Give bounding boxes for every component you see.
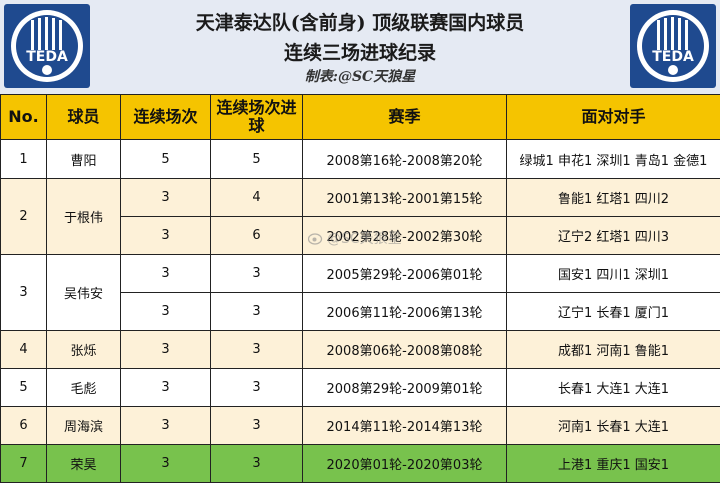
col-header-goals-label: 连续场次进球 (216, 98, 296, 135)
cell-season: 2001第13轮-2001第15轮 (303, 179, 507, 217)
page-subtitle: 连续三场进球纪录 (0, 38, 720, 65)
cell-goals: 3 (211, 293, 303, 331)
cell-goals: 3 (211, 407, 303, 445)
cell-no: 3 (1, 255, 47, 331)
table-row: 4 张烁 3 3 2008第06轮-2008第08轮 成都1 河南1 鲁能1 (1, 331, 720, 369)
cell-season: 2006第11轮-2006第13轮 (303, 293, 507, 331)
cell-no: 2 (1, 179, 47, 255)
cell-goals: 3 (211, 445, 303, 483)
records-table: No. 球员 连续场次 连续场次进球 赛季 面对对手 1 曹阳 5 5 2008… (0, 94, 720, 483)
col-header-matches: 连续场次 (121, 95, 211, 140)
table-row: 1 曹阳 5 5 2008第16轮-2008第20轮 绿城1 申花1 深圳1 青… (1, 140, 720, 179)
cell-player: 周海滨 (47, 407, 121, 445)
cell-opponents: 鲁能1 红塔1 四川2 (507, 179, 720, 217)
cell-goals: 5 (211, 140, 303, 179)
table-header-row: No. 球员 连续场次 连续场次进球 赛季 面对对手 (1, 95, 720, 140)
col-header-opponents: 面对对手 (507, 95, 720, 140)
table-row: 5 毛彪 3 3 2008第29轮-2009第01轮 长春1 大连1 大连1 (1, 369, 720, 407)
cell-player: 张烁 (47, 331, 121, 369)
cell-goals: 6 (211, 217, 303, 255)
cell-matches: 3 (121, 255, 211, 293)
cell-season: 2008第16轮-2008第20轮 (303, 140, 507, 179)
cell-matches: 3 (121, 407, 211, 445)
cell-goals: 4 (211, 179, 303, 217)
cell-opponents: 国安1 四川1 深圳1 (507, 255, 720, 293)
cell-matches: 3 (121, 293, 211, 331)
cell-matches: 5 (121, 140, 211, 179)
cell-opponents: 辽宁2 红塔1 四川3 (507, 217, 720, 255)
svg-text:TEDA: TEDA (652, 49, 694, 65)
page-title: 天津泰达队(含前身) 顶级联赛国内球员 (0, 8, 720, 35)
table-row: 3 吴伟安 3 3 2005第29轮-2006第01轮 国安1 四川1 深圳1 (1, 255, 720, 293)
cell-player: 荣昊 (47, 445, 121, 483)
cell-season: 2002第28轮-2002第30轮 (303, 217, 507, 255)
cell-season: 2020第01轮-2020第03轮 (303, 445, 507, 483)
table-row: 7 荣昊 3 3 2020第01轮-2020第03轮 上港1 重庆1 国安1 (1, 445, 720, 483)
header: TEDA 天津泰达队(含前身) 顶级联赛国内球员 连续三场进球纪录 制表:@SC… (0, 0, 720, 94)
teda-crest-icon: TEDA (633, 6, 713, 86)
cell-no: 6 (1, 407, 47, 445)
cell-opponents: 成都1 河南1 鲁能1 (507, 331, 720, 369)
cell-opponents: 长春1 大连1 大连1 (507, 369, 720, 407)
cell-matches: 3 (121, 331, 211, 369)
col-header-no: No. (1, 95, 47, 140)
cell-matches: 3 (121, 445, 211, 483)
cell-no: 4 (1, 331, 47, 369)
cell-no: 1 (1, 140, 47, 179)
cell-matches: 3 (121, 179, 211, 217)
col-header-season: 赛季 (303, 95, 507, 140)
cell-season: 2008第29轮-2009第01轮 (303, 369, 507, 407)
cell-player: 曹阳 (47, 140, 121, 179)
cell-opponents: 河南1 长春1 大连1 (507, 407, 720, 445)
cell-goals: 3 (211, 255, 303, 293)
cell-goals: 3 (211, 369, 303, 407)
cell-no: 7 (1, 445, 47, 483)
credit-line: 制表:@SC天狼星 (0, 66, 720, 86)
cell-season: 2008第06轮-2008第08轮 (303, 331, 507, 369)
team-logo-right: TEDA (630, 4, 716, 88)
cell-opponents: 辽宁1 长春1 厦门1 (507, 293, 720, 331)
table-row: 2 于根伟 3 4 2001第13轮-2001第15轮 鲁能1 红塔1 四川2 (1, 179, 720, 217)
col-header-player: 球员 (47, 95, 121, 140)
cell-season: 2014第11轮-2014第13轮 (303, 407, 507, 445)
cell-opponents: 绿城1 申花1 深圳1 青岛1 金德1 (507, 140, 720, 179)
cell-opponents: 上港1 重庆1 国安1 (507, 445, 720, 483)
col-header-goals: 连续场次进球 (211, 95, 303, 140)
cell-player: 于根伟 (47, 179, 121, 255)
cell-matches: 3 (121, 217, 211, 255)
cell-player: 毛彪 (47, 369, 121, 407)
cell-matches: 3 (121, 369, 211, 407)
cell-no: 5 (1, 369, 47, 407)
cell-season: 2005第29轮-2006第01轮 (303, 255, 507, 293)
cell-goals: 3 (211, 331, 303, 369)
table-row: 6 周海滨 3 3 2014第11轮-2014第13轮 河南1 长春1 大连1 (1, 407, 720, 445)
cell-player: 吴伟安 (47, 255, 121, 331)
